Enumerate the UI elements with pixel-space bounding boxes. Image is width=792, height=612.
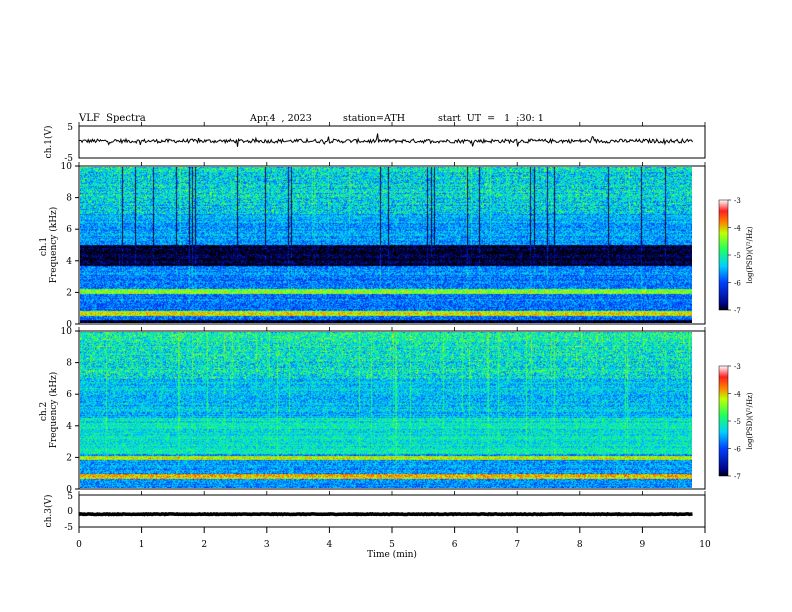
ch3-ytick-top: 5 [67, 492, 73, 502]
ch3-voltage-trace [78, 511, 693, 517]
x-tick-label: 7 [514, 540, 520, 550]
time-axis: 0 1 2 3 4 5 6 7 8 9 10 [76, 122, 711, 550]
y-tick-label: 0 [66, 320, 72, 330]
y-tick-label: 4 [66, 257, 72, 267]
ch2-ylabel-line2: Frequency (kHz) [48, 372, 59, 449]
y-tick-label: 2 [66, 288, 72, 298]
ch1-voltage-ylabel: ch.1(V) [43, 126, 54, 159]
x-tick-label: 5 [389, 540, 395, 550]
y-tick-label: 2 [66, 453, 72, 463]
ch1-ytick-bottom: -5 [64, 154, 73, 164]
colorbar-tick-label: -6 [734, 280, 741, 288]
x-tick-label: 6 [452, 540, 458, 550]
ch1-ytick-top: 5 [67, 123, 73, 133]
time-axis-label: Time (min) [367, 549, 417, 560]
colorbar-tick-label: -7 [734, 473, 741, 481]
colorbar-tick-label: -7 [734, 307, 741, 315]
station-label: station=ATH [343, 113, 405, 124]
ch1-voltage-frame [78, 125, 706, 159]
ch1-colorbar [718, 199, 729, 311]
y-tick-label: 8 [66, 359, 72, 369]
y-tick-label: 0 [66, 485, 72, 495]
x-tick-label: 4 [327, 540, 333, 550]
ch3-voltage-frame [78, 494, 706, 528]
date-label: Apr.4 , 2023 [250, 113, 312, 124]
colorbar-tick-label: -3 [734, 197, 741, 205]
colorbar-tick-label: -3 [734, 363, 741, 371]
ch3-voltage-panel: 5 0 -5 ch.3(V) [43, 492, 706, 533]
x-tick-label: 10 [699, 540, 711, 550]
ch1-spectrogram-image [80, 167, 692, 323]
ch2-ylabel-line1: ch.2 [39, 402, 49, 421]
ch2-spectrogram-ylabel: ch.2 Frequency (kHz) [39, 372, 59, 449]
colorbar-tick-label: -4 [734, 391, 741, 399]
ch3-ytick-mid: 0 [67, 507, 73, 517]
y-tick-label: 8 [66, 194, 72, 204]
ch1-voltage-panel: 5 -5 ch.1(V) [43, 123, 706, 164]
x-tick-label: 0 [76, 540, 82, 550]
y-tick-label: 4 [66, 422, 72, 432]
x-tick-label: 2 [201, 540, 207, 550]
colorbar-tick-label: -5 [734, 252, 741, 260]
y-tick-label: 10 [61, 327, 73, 337]
colorbar-tick-label: -6 [734, 446, 741, 454]
ch3-ytick-bottom: -5 [64, 523, 73, 533]
chart-title: VLF Spectra [79, 113, 146, 124]
ch1-ylabel-line1: ch.1 [39, 237, 49, 256]
start-time-label: start UT = 1 :30: 1 [438, 113, 544, 124]
ch1-voltage-trace [78, 133, 693, 147]
ch1-ylabel-line2: Frequency (kHz) [48, 207, 59, 284]
y-tick-label: 6 [66, 390, 72, 400]
ch1-spectrogram-ylabel: ch.1 Frequency (kHz) [39, 207, 59, 284]
ch2-spectrogram-image [80, 332, 692, 488]
x-tick-label: 9 [640, 540, 646, 550]
ch2-colorbar-label: log(PSD)(V²/Hz) [746, 392, 754, 449]
ch3-voltage-ylabel: ch.3(V) [43, 495, 54, 528]
colorbar-tick-label: -4 [734, 225, 741, 233]
colorbar-tick-label: -5 [734, 418, 741, 426]
x-tick-label: 3 [264, 540, 270, 550]
x-tick-label: 8 [577, 540, 583, 550]
ch2-colorbar [718, 365, 729, 477]
x-tick-label: 1 [139, 540, 145, 550]
y-tick-label: 10 [61, 162, 73, 172]
y-tick-label: 6 [66, 225, 72, 235]
ch1-colorbar-label: log(PSD)(V²/Hz) [746, 226, 754, 283]
